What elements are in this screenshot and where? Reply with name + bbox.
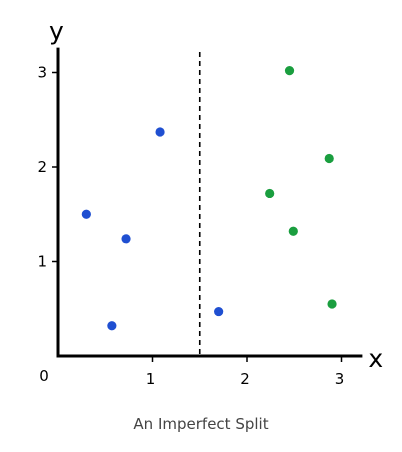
data-point <box>265 188 275 199</box>
x-axis-label: x <box>368 344 383 373</box>
chart-title: An Imperfect Split <box>133 415 269 433</box>
y-tick-label: 3 <box>37 64 47 82</box>
data-point <box>81 209 91 219</box>
data-point <box>324 153 334 164</box>
y-tick-label: 2 <box>37 158 47 176</box>
data-point <box>155 127 165 137</box>
x-tick-label: 2 <box>240 370 250 388</box>
data-point <box>107 321 117 331</box>
data-point <box>121 234 131 244</box>
ticks: 0 1 2 3 1 2 3 <box>37 64 344 389</box>
x-tick-label: 0 <box>39 367 49 385</box>
y-tick-label: 1 <box>37 253 47 271</box>
points-layer <box>81 66 337 331</box>
data-point <box>288 226 298 236</box>
data-point <box>284 66 295 76</box>
axes <box>56 47 363 358</box>
x-tick-label: 3 <box>335 370 345 388</box>
y-axis-label: y <box>49 17 64 46</box>
data-point <box>214 306 224 317</box>
scatter-chart: 0 1 2 3 1 2 3 x y <box>37 17 383 389</box>
x-tick-label: 1 <box>146 370 156 388</box>
data-point <box>327 299 337 309</box>
